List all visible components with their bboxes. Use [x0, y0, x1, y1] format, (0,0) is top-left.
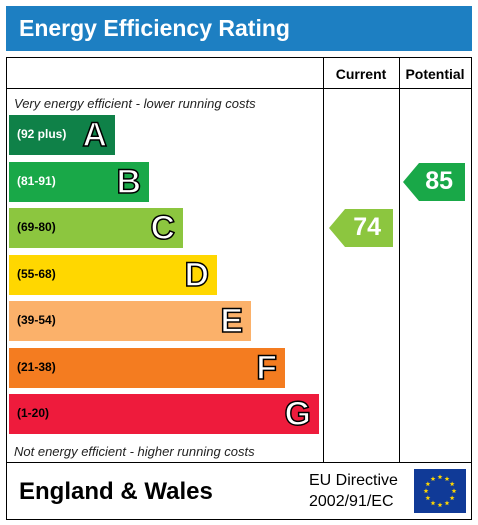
band-letter: E: [220, 301, 244, 341]
current-rating-value: 74: [353, 213, 381, 241]
potential-arrow-shape: [403, 162, 465, 201]
eu-star-icon: [449, 481, 455, 487]
directive-line-1: EU Directive: [309, 472, 398, 489]
rating-table: Current Potential Very energy efficient …: [6, 57, 472, 520]
band-letter: D: [184, 255, 210, 295]
rating-band-f: (21-38) F: [9, 347, 285, 388]
directive-line-2: 2002/91/EC: [309, 493, 394, 510]
eu-star-icon: [451, 488, 457, 494]
column-divider-potential: [399, 58, 400, 462]
eu-star-icon: [425, 481, 431, 487]
potential-column-header: Potential: [405, 66, 465, 82]
eu-directive: EU Directive 2002/91/EC: [309, 470, 398, 512]
rating-band-b: (81-91) B: [9, 161, 149, 202]
eu-flag-stars: [423, 474, 457, 508]
eu-star-icon: [444, 476, 450, 481]
band-letter: G: [284, 394, 312, 434]
column-divider-current: [323, 58, 324, 462]
band-range: (1-20): [17, 406, 50, 420]
band-range: (92 plus): [17, 127, 67, 141]
inefficient-note: Not energy efficient - higher running co…: [14, 444, 255, 459]
potential-rating-arrow: 85: [403, 162, 465, 201]
eu-star-icon: [437, 502, 443, 508]
rating-band-d: (55-68) D: [9, 254, 217, 295]
eu-flag-icon: [414, 469, 466, 513]
eu-star-icon: [430, 500, 436, 506]
current-arrow-shape: [329, 209, 393, 247]
efficient-note: Very energy efficient - lower running co…: [14, 96, 256, 111]
band-letter: A: [82, 115, 108, 155]
eu-star-icon: [425, 495, 431, 501]
eu-star-icon: [423, 488, 429, 494]
band-range: (69-80): [17, 220, 56, 234]
band-range: (21-38): [17, 359, 56, 374]
title-bar: Energy Efficiency Rating: [6, 6, 472, 51]
band-letter: F: [255, 348, 277, 388]
header-row-divider: [7, 88, 471, 89]
band-range: (81-91): [17, 173, 56, 188]
region-label: England & Wales: [19, 478, 213, 505]
eu-star-icon: [444, 500, 450, 506]
band-range: (55-68): [17, 266, 56, 281]
page-title: Energy Efficiency Rating: [19, 15, 290, 41]
rating-band-c: (69-80) C: [9, 208, 183, 248]
eu-star-icon: [437, 474, 443, 480]
footer-divider: [7, 462, 471, 463]
band-letter: C: [150, 208, 176, 248]
band-letter: B: [116, 162, 142, 202]
eu-star-icon: [449, 495, 455, 501]
rating-band-g: (1-20) G: [9, 394, 319, 434]
current-rating-arrow: 74: [329, 209, 393, 247]
potential-rating-value: 85: [425, 166, 453, 195]
eu-star-icon: [430, 476, 436, 481]
current-column-header: Current: [335, 66, 387, 82]
band-range: (39-54): [17, 313, 56, 327]
rating-band-a: (92 plus) A: [9, 115, 115, 155]
rating-band-e: (39-54) E: [9, 301, 251, 341]
